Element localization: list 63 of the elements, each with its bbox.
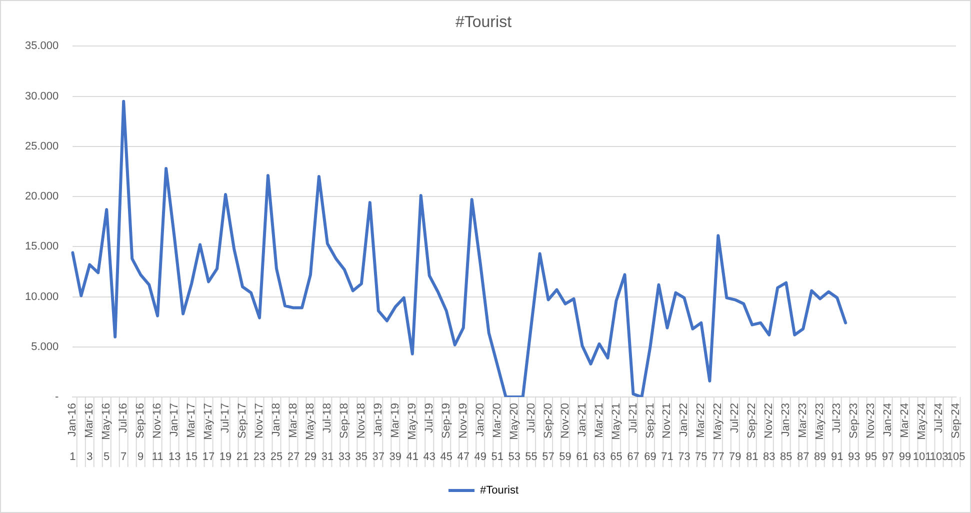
category-label: Jul-23 91 [830, 403, 844, 464]
x-tick-label: Sep-20 57 [542, 403, 554, 464]
x-tick-label: Mar-22 75 [695, 403, 708, 464]
y-tick-label: 20.000 [24, 190, 59, 203]
x-tick-label: Mar-17 15 [185, 403, 198, 464]
x-tick-label: May-24 101 [912, 403, 932, 464]
category-label: Jul-16 7 [118, 403, 130, 464]
category-label: Jan-24 97 [882, 403, 894, 464]
category-label: Jan-18 25 [270, 403, 283, 464]
x-tick-label: Mar-21 63 [593, 403, 606, 464]
x-tick-label: Sep-22 81 [746, 403, 758, 464]
x-tick-label: May-20 53 [508, 403, 520, 464]
x-tick-label: Sep-19 45 [440, 403, 452, 464]
x-tick-label: Nov-16 11 [152, 403, 164, 464]
category-label: Jul-22 79 [729, 403, 742, 464]
category-label: Jan-21 61 [576, 403, 588, 464]
x-tick-label: Mar-19 39 [389, 403, 402, 464]
x-tick-label: May-22 77 [712, 403, 724, 464]
x-tick-label: Mar-20 51 [491, 403, 504, 464]
x-tick-label: Nov-23 95 [864, 403, 878, 464]
x-tick-label: Mar-18 27 [287, 403, 300, 464]
x-tick-label: May-23 89 [814, 403, 826, 464]
x-tick-label: Sep-17 21 [236, 403, 249, 464]
legend-label: #Tourist [480, 484, 519, 497]
x-tick-label: May-17 17 [202, 403, 215, 464]
x-tick-label: Mar-24 99 [898, 403, 912, 464]
x-tick-label: May-16 5 [100, 403, 113, 464]
category-label: Jan-23 85 [780, 403, 792, 464]
y-tick-label: 30.000 [24, 90, 59, 102]
category-label: Jan-22 73 [678, 403, 690, 464]
category-label: Jul-18 31 [321, 403, 334, 464]
x-tick-label: Sep-18 33 [338, 403, 351, 464]
category-label: Jan-17 13 [168, 403, 181, 464]
category-label: Jan-16 1 [66, 403, 79, 464]
x-tick-label: Sep-21 69 [644, 403, 656, 464]
category-label: Jul-24 103 [930, 403, 948, 464]
y-tick-label: 15.000 [24, 240, 59, 253]
chart-title: #Tourist [455, 14, 512, 32]
category-label: Jan-20 49 [474, 403, 486, 464]
x-tick-label: Nov-21 71 [661, 403, 674, 464]
x-tick-label: Sep-24 105 [946, 403, 966, 464]
y-tick-label: 35.000 [24, 40, 59, 52]
category-label: Jul-21 67 [627, 403, 640, 464]
x-tick-label: Mar-23 87 [796, 403, 810, 464]
x-tick-label: May-21 65 [610, 403, 622, 464]
x-tick-label: May-19 41 [406, 403, 419, 464]
category-label: Jan-19 37 [372, 403, 385, 464]
y-tick-label: - [54, 391, 59, 404]
x-tick-label: Nov-20 59 [559, 403, 572, 464]
x-tick-label: Nov-19 47 [457, 403, 470, 464]
x-tick-label: Mar-16 3 [84, 403, 96, 464]
y-tick-label: 10.000 [24, 290, 59, 303]
x-tick-label: Nov-22 83 [763, 403, 776, 464]
x-tick-label: Sep-16 9 [134, 403, 147, 464]
y-tick-label: 5.000 [31, 340, 59, 353]
x-tick-label: May-18 29 [304, 403, 317, 464]
category-label: Jul-19 43 [423, 403, 436, 464]
y-tick-label: 25.000 [24, 140, 59, 152]
category-label: Jul-20 55 [525, 403, 538, 464]
x-tick-label: Sep-23 93 [848, 403, 860, 464]
x-tick-label: Nov-17 23 [253, 403, 266, 464]
x-tick-label: Nov-18 35 [355, 403, 368, 464]
category-label: Jul-17 19 [219, 403, 232, 464]
